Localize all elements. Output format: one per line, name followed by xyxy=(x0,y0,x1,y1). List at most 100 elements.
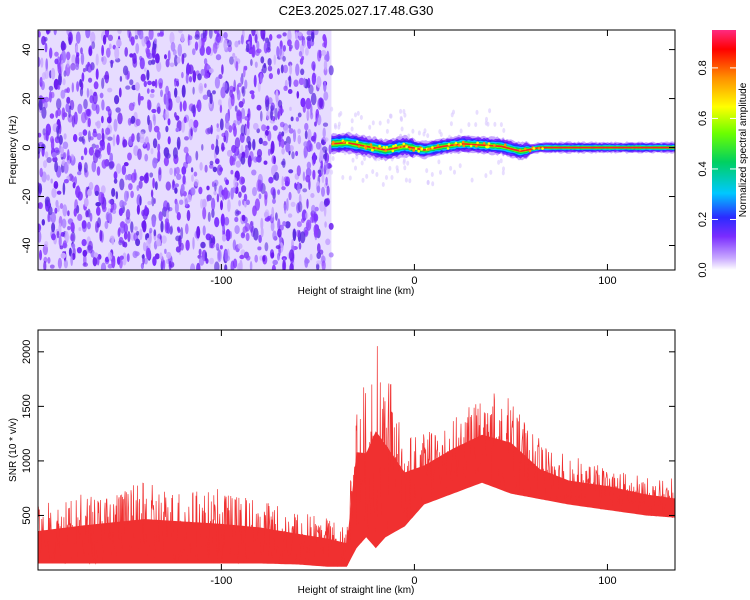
band-halo-speck xyxy=(458,163,462,169)
noise-speck xyxy=(197,73,202,81)
noise-speck xyxy=(200,37,205,48)
noise-speck xyxy=(322,122,329,127)
band-hot-speck xyxy=(417,150,421,153)
noise-speck xyxy=(219,104,223,114)
noise-speck xyxy=(94,149,101,158)
snr-x-tick-label: 100 xyxy=(598,575,616,587)
noise-speck xyxy=(234,209,240,217)
noise-speck xyxy=(271,264,276,270)
band-halo-speck xyxy=(406,160,410,166)
snr-y-tick-label: 2000 xyxy=(21,340,33,364)
noise-speck xyxy=(176,136,181,150)
band-hot-speck xyxy=(405,145,408,149)
spectrogram-y-ticks: -40 -20 0 20 40 xyxy=(21,43,675,253)
noise-speck xyxy=(185,73,189,84)
noise-speck xyxy=(295,63,300,76)
noise-speck xyxy=(318,97,324,109)
noise-speck xyxy=(243,193,248,202)
noise-speck xyxy=(256,40,260,50)
noise-speck xyxy=(130,36,135,46)
noise-speck xyxy=(76,81,80,92)
band-halo-speck xyxy=(411,128,415,134)
noise-speck xyxy=(116,39,122,48)
noise-speck xyxy=(131,133,135,143)
noise-speck xyxy=(158,211,163,222)
noise-speck xyxy=(174,78,177,87)
noise-speck xyxy=(180,242,184,251)
noise-speck xyxy=(145,247,151,260)
noise-speck xyxy=(239,254,245,260)
noise-speck xyxy=(300,97,306,108)
noise-speck xyxy=(311,204,316,214)
noise-speck xyxy=(263,41,269,54)
noise-speck xyxy=(144,153,149,162)
noise-speck xyxy=(191,105,196,114)
noise-speck xyxy=(249,261,253,270)
band-hot-speck xyxy=(364,147,368,150)
noise-speck xyxy=(180,33,185,43)
noise-speck xyxy=(62,182,66,196)
noise-speck xyxy=(256,104,262,111)
noise-speck xyxy=(234,105,238,112)
noise-speck xyxy=(107,136,113,141)
band-halo-speck xyxy=(467,122,471,128)
noise-speck xyxy=(287,39,292,47)
noise-speck xyxy=(240,124,246,137)
band-halo-speck xyxy=(403,165,407,171)
noise-speck xyxy=(254,254,258,263)
noise-speck xyxy=(203,72,210,79)
noise-speck xyxy=(220,200,223,211)
noise-speck xyxy=(286,198,289,211)
noise-speck xyxy=(322,127,326,139)
noise-speck xyxy=(181,71,184,79)
band-halo-speck xyxy=(348,175,352,181)
band-hot-speck xyxy=(454,141,458,145)
noise-speck xyxy=(65,103,70,113)
noise-speck xyxy=(54,58,59,65)
band-halo-speck xyxy=(356,110,360,116)
noise-speck xyxy=(58,123,62,135)
noise-speck xyxy=(182,100,187,112)
noise-speck xyxy=(96,166,101,176)
noise-speck xyxy=(264,37,270,43)
noise-speck xyxy=(88,48,93,57)
noise-speck xyxy=(122,252,127,266)
noise-speck xyxy=(123,231,128,240)
band-hot-speck xyxy=(532,147,536,150)
noise-speck xyxy=(63,259,68,269)
noise-speck xyxy=(122,139,128,148)
noise-speck xyxy=(304,122,309,131)
noise-speck xyxy=(316,76,322,88)
noise-speck xyxy=(95,53,99,66)
noise-speck xyxy=(306,108,310,120)
noise-speck xyxy=(128,31,132,42)
noise-speck xyxy=(82,68,86,73)
noise-speck xyxy=(81,72,85,82)
noise-speck xyxy=(63,133,67,140)
noise-speck xyxy=(75,45,78,52)
noise-speck xyxy=(92,130,98,138)
noise-speck xyxy=(282,55,286,62)
noise-speck xyxy=(319,149,324,163)
noise-speck xyxy=(223,135,226,143)
noise-speck xyxy=(169,167,173,176)
noise-speck xyxy=(128,183,133,191)
noise-speck xyxy=(305,47,309,56)
band-halo-speck xyxy=(350,118,354,124)
noise-speck xyxy=(117,256,121,265)
noise-speck xyxy=(118,236,124,244)
noise-speck xyxy=(192,237,195,250)
noise-speck xyxy=(158,82,163,89)
noise-speck xyxy=(95,121,99,126)
noise-speck xyxy=(275,212,278,221)
noise-speck xyxy=(308,84,314,95)
noise-speck xyxy=(101,142,105,151)
noise-speck xyxy=(123,162,129,167)
noise-speck xyxy=(151,108,157,114)
noise-speck xyxy=(324,149,327,162)
noise-speck xyxy=(155,53,160,64)
noise-speck xyxy=(316,263,320,270)
noise-speck xyxy=(147,99,151,107)
band-halo-speck xyxy=(425,168,429,174)
snr-y-tick-label: 1000 xyxy=(21,449,33,473)
